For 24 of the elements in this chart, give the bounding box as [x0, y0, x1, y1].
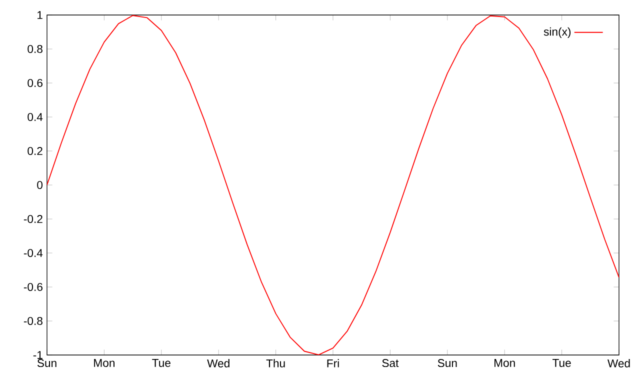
x-tick-label: Thu — [266, 359, 285, 368]
y-tick-label: 0.2 — [28, 147, 42, 156]
legend-label: sin(x) — [544, 27, 571, 38]
y-tick-label: 0.6 — [28, 79, 42, 88]
y-tick-label: 0.4 — [28, 113, 43, 122]
x-tick-label: Wed — [607, 359, 630, 368]
line-series — [47, 15, 619, 355]
y-tick-label: -0.4 — [24, 248, 43, 258]
y-tick-label: 0.8 — [28, 45, 42, 54]
x-tick-label: Tue — [152, 359, 170, 367]
y-tick-label: 1 — [38, 11, 42, 19]
y-tick-label: -0.6 — [24, 282, 42, 292]
x-tick-label: Mon — [494, 359, 515, 367]
y-tick-label: 0 — [37, 180, 43, 190]
y-tick-label: -1 — [33, 351, 42, 359]
x-tick-label: Wed — [207, 359, 230, 368]
x-tick-label: Sun — [37, 359, 56, 368]
x-tick-label: Sun — [438, 359, 457, 368]
x-tick-label: Sat — [382, 359, 399, 368]
y-tick-label: -0.2 — [24, 214, 42, 224]
x-tick-label: Fri — [327, 359, 339, 368]
y-tick-label: -0.8 — [24, 316, 42, 326]
x-tick-label: Mon — [94, 359, 114, 367]
x-tick-label: Tue — [552, 359, 571, 367]
